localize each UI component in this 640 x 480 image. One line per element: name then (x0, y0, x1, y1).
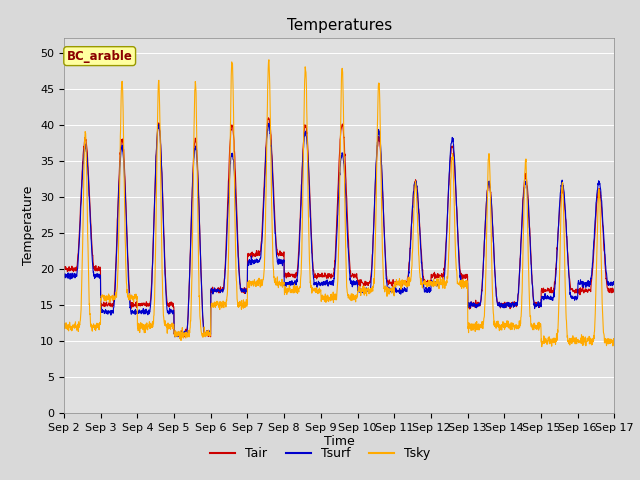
Tsky (563, 316, 570, 322)
Line: Tair: Tair (64, 118, 614, 337)
Tsky (60, 324, 68, 329)
Tsurf (500, 302, 508, 308)
Legend: Tair, Tsurf, Tsky: Tair, Tsurf, Tsky (205, 442, 435, 465)
Tair (60, 265, 68, 271)
Tsurf (611, 281, 618, 287)
Tsurf (171, 334, 179, 340)
Tsky (538, 344, 545, 349)
Tsky (578, 332, 586, 337)
Tsurf (214, 288, 221, 294)
Tsurf (563, 225, 570, 230)
Tair (214, 286, 221, 291)
Tsurf (356, 284, 364, 290)
Tsky (265, 57, 273, 62)
Tsurf (367, 274, 375, 279)
Tair (563, 225, 570, 231)
Y-axis label: Temperature: Temperature (22, 186, 35, 265)
Tsky (214, 300, 221, 306)
Title: Temperatures: Temperatures (287, 18, 392, 33)
Line: Tsurf: Tsurf (64, 123, 614, 337)
Tair (500, 303, 508, 309)
X-axis label: Time: Time (324, 435, 355, 448)
Tair (356, 281, 364, 287)
Line: Tsky: Tsky (64, 60, 614, 347)
Tair (611, 287, 618, 292)
Tsky (367, 289, 375, 295)
Tair (180, 334, 188, 340)
Tsky (611, 337, 618, 343)
Tair (367, 268, 375, 274)
Tair (264, 115, 272, 120)
Tsurf (578, 280, 586, 286)
Text: BC_arable: BC_arable (67, 49, 132, 62)
Tsurf (60, 275, 68, 280)
Tsky (355, 288, 363, 294)
Tsky (499, 324, 507, 330)
Tsurf (265, 120, 273, 126)
Tair (578, 287, 586, 292)
